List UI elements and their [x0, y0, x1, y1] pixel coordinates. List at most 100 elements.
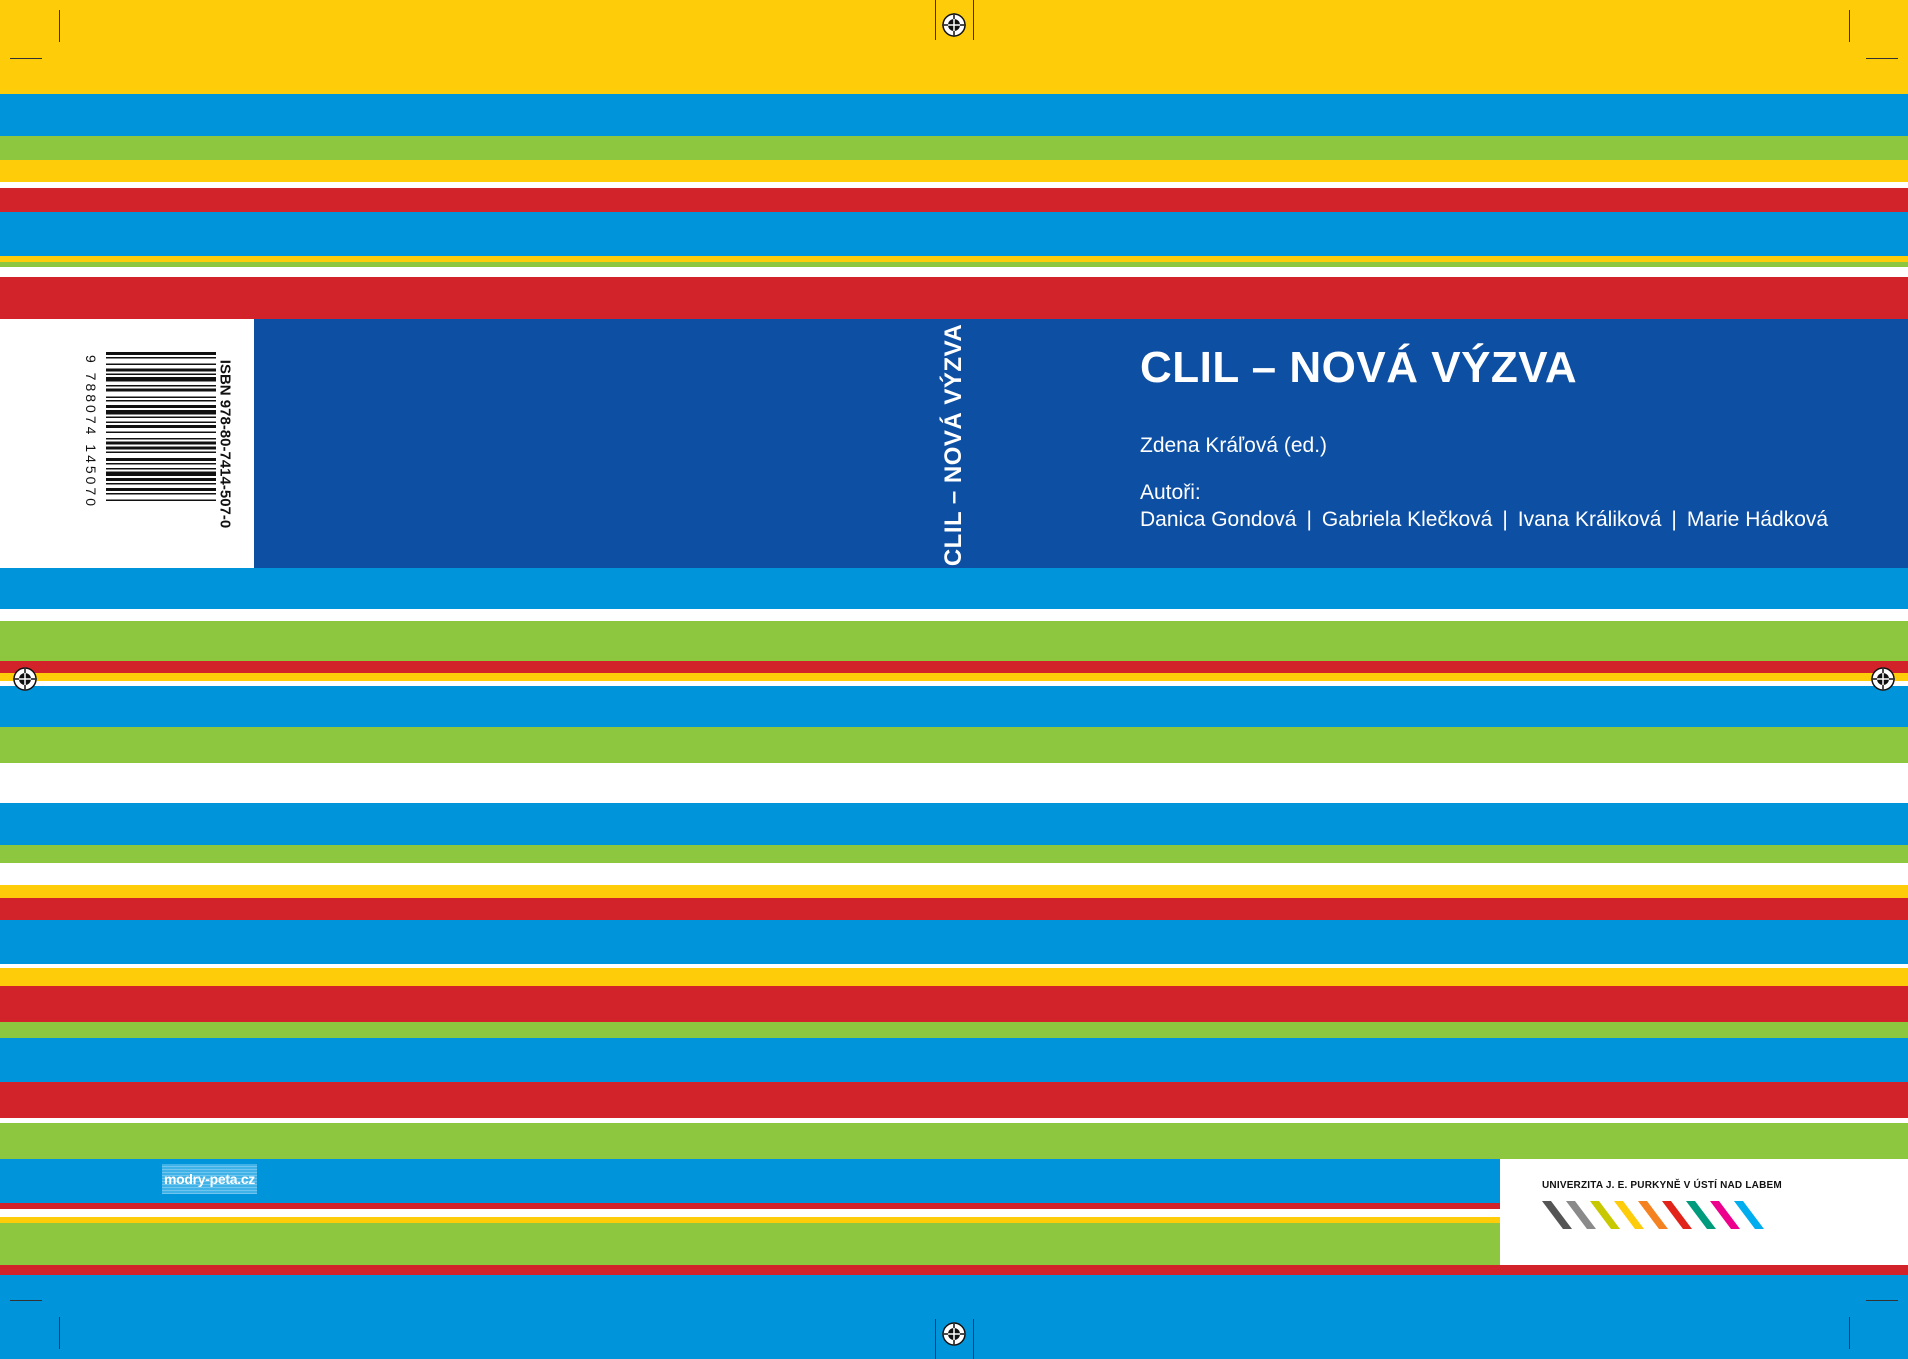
authors-list: Danica Gondová | Gabriela Klečková | Iva… [1140, 508, 1828, 532]
author-name: Gabriela Klečková [1321, 508, 1493, 531]
logo-stripe [1662, 1201, 1692, 1229]
author-separator: | [1671, 508, 1677, 531]
barcode-bar [106, 478, 216, 481]
stripe [0, 964, 1908, 968]
stripe [0, 681, 1908, 686]
crop-mark [59, 1317, 60, 1349]
title-band [0, 319, 1908, 568]
barcode-bar [106, 363, 216, 365]
stripe [0, 686, 1908, 727]
barcode-bar [106, 463, 216, 465]
registration-mark-icon [942, 1322, 966, 1346]
crop-mark [1866, 58, 1898, 59]
stripe [0, 1118, 1908, 1123]
barcode-bar [106, 458, 216, 461]
barcode-bar [106, 396, 216, 398]
isbn-text: ISBN 978-80-7414-507-0 [216, 359, 234, 529]
barcode-bar [106, 488, 216, 491]
crop-mark [1866, 1300, 1898, 1301]
university-logo-box [1500, 1159, 1908, 1265]
barcode-bar [106, 431, 216, 433]
stripe [0, 1265, 1908, 1275]
authors-label: Autoři: [1140, 481, 1201, 504]
stripe [0, 182, 1908, 188]
barcode-bar [106, 377, 216, 382]
university-name: UNIVERZITA J. E. PURKYNĚ V ÚSTÍ NAD LABE… [1542, 1180, 1782, 1191]
university-stripes-icon [1542, 1201, 1764, 1229]
crop-mark [935, 1319, 936, 1359]
barcode-bar [106, 357, 216, 359]
stripe [0, 262, 1908, 267]
publisher-logo: modry-peta.cz [162, 1164, 258, 1194]
barcode-bar [106, 493, 216, 495]
stripe [0, 1209, 1908, 1217]
crop-mark [1849, 1317, 1850, 1349]
editor-name: Zdena Kráľová (ed.) [1140, 434, 1328, 457]
stripe [0, 803, 1908, 845]
logo-stripe [1734, 1201, 1764, 1229]
barcode-bar [106, 368, 216, 372]
registration-mark-icon [13, 667, 37, 691]
logo-stripe [1686, 1201, 1716, 1229]
author-name: Marie Hádková [1686, 508, 1829, 531]
registration-mark-icon [942, 13, 966, 37]
barcode-bar [106, 471, 216, 476]
barcode-bar [106, 373, 216, 375]
barcode-bar [106, 416, 216, 418]
barcode-bar [106, 405, 216, 408]
stripe [0, 188, 1908, 212]
barcode-bar [106, 499, 216, 501]
stripe [0, 212, 1908, 256]
barcode-bar [106, 388, 216, 392]
barcode-bar [106, 438, 216, 440]
barcode-bar [106, 425, 216, 428]
stripe [0, 1123, 1908, 1159]
logo-stripe [1638, 1201, 1668, 1229]
barcode-digits: 9 788074 145070 [83, 355, 99, 509]
stripe [0, 1203, 1908, 1209]
barcode-bar [106, 400, 216, 402]
stripe [0, 920, 1908, 964]
barcode-bar [106, 352, 216, 355]
barcode-graphic [106, 352, 216, 501]
book-title: CLIL – NOVÁ VÝZVA [1140, 343, 1578, 392]
stripe [0, 136, 1908, 160]
stripe [0, 94, 1908, 136]
stripe [0, 267, 1908, 277]
stripe [0, 661, 1908, 673]
barcode-bar [106, 410, 216, 415]
barcode-bar [106, 441, 216, 445]
crop-mark [10, 1300, 42, 1301]
registration-mark-icon [1871, 667, 1895, 691]
logo-stripe [1542, 1201, 1572, 1229]
crop-mark [10, 58, 42, 59]
barcode-bar [106, 421, 216, 423]
barcode-bar [106, 451, 216, 453]
stripe [0, 160, 1908, 182]
stripe [0, 277, 1908, 319]
barcode-bar [106, 483, 216, 485]
stripe [0, 256, 1908, 262]
barcode-bar [106, 468, 216, 470]
stripe [0, 763, 1908, 803]
stripe [0, 863, 1908, 885]
barcode-bar [106, 446, 216, 450]
crop-mark [935, 0, 936, 40]
stripe [0, 1038, 1908, 1082]
author-name: Danica Gondová [1140, 508, 1297, 531]
author-name: Ivana Králiková [1517, 508, 1662, 531]
stripe [0, 968, 1908, 986]
stripe [0, 609, 1908, 621]
stripe [0, 1022, 1908, 1038]
barcode [78, 346, 248, 536]
logo-stripe [1614, 1201, 1644, 1229]
stripe [0, 986, 1908, 1022]
logo-stripe [1566, 1201, 1596, 1229]
stripe [0, 568, 1908, 609]
stripe [0, 621, 1908, 661]
stripe [0, 885, 1908, 898]
spine-title: CLIL – NOVÁ VÝZVA [940, 323, 967, 567]
logo-stripe [1590, 1201, 1620, 1229]
crop-mark [1849, 10, 1850, 42]
logo-stripe [1710, 1201, 1740, 1229]
